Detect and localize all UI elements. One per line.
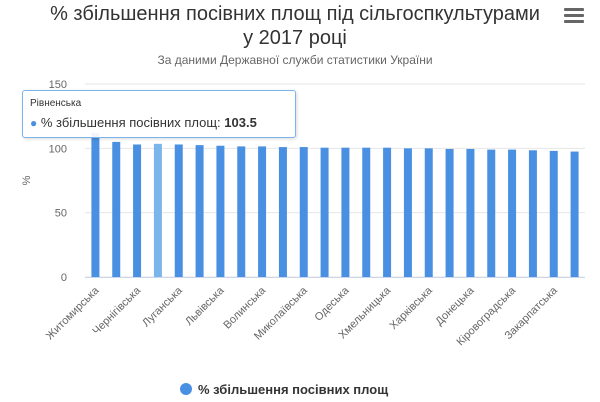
bar[interactable] [216, 145, 225, 277]
bar[interactable] [549, 150, 558, 277]
x-tick-label: Одеська [312, 284, 352, 324]
hamburger-menu-icon[interactable] [564, 8, 584, 24]
tooltip-row: ● % збільшення посівних площ: 103.5 [30, 115, 257, 130]
chart-title-line-2: у 2017 році [243, 27, 347, 49]
chart-title-line-1: % збільшення посівних площ під сільгоспк… [50, 3, 540, 25]
bar[interactable] [570, 151, 579, 277]
tooltip-series-dot-icon: ● [30, 116, 38, 130]
chart-title: % збільшення посівних площ під сільгоспк… [20, 2, 570, 50]
y-tick-label: 150 [49, 79, 67, 91]
y-tick-label: 100 [49, 143, 67, 155]
bar[interactable] [341, 147, 350, 277]
chart-subtitle: За даними Державної служби статистики Ук… [157, 53, 433, 67]
bar[interactable] [508, 149, 517, 277]
y-tick-label: 0 [61, 272, 67, 284]
bar[interactable] [487, 149, 496, 277]
x-tick-label: Луганська [140, 284, 185, 329]
legend-item[interactable]: % збільшення посівних площ [180, 382, 388, 402]
bar[interactable] [258, 146, 267, 277]
bar[interactable] [466, 148, 475, 277]
y-axis-label: % [21, 175, 33, 185]
x-tick-label: Харківська [388, 284, 436, 332]
bar[interactable] [528, 150, 537, 277]
tooltip-category: Рівненська [30, 98, 82, 109]
bar[interactable] [383, 147, 392, 277]
bar[interactable] [445, 148, 454, 277]
bar[interactable] [133, 144, 142, 277]
chart-tooltip: Рівненська ● % збільшення посівних площ:… [22, 90, 296, 138]
legend-dot-icon [180, 383, 192, 395]
y-tick-label: 50 [55, 208, 67, 220]
bar[interactable] [112, 141, 121, 277]
x-tick-label: Житомирська [44, 284, 102, 342]
bar[interactable] [403, 148, 412, 277]
bar[interactable] [362, 147, 371, 277]
bar[interactable] [195, 145, 204, 277]
tooltip-series-name: % збільшення посівних площ [40, 115, 218, 130]
bar[interactable] [91, 132, 100, 277]
bar[interactable] [278, 147, 287, 277]
legend-label: % збільшення посівних площ [198, 382, 389, 397]
bar[interactable] [174, 144, 183, 277]
x-tick-label: Донецька [433, 284, 477, 328]
bar[interactable] [153, 143, 162, 277]
bar[interactable] [299, 147, 308, 277]
bar[interactable] [424, 148, 433, 277]
bar[interactable] [320, 147, 329, 277]
bar[interactable] [237, 146, 246, 277]
tooltip-value: 103.5 [224, 115, 257, 130]
x-tick-label: Львівська [183, 284, 227, 328]
